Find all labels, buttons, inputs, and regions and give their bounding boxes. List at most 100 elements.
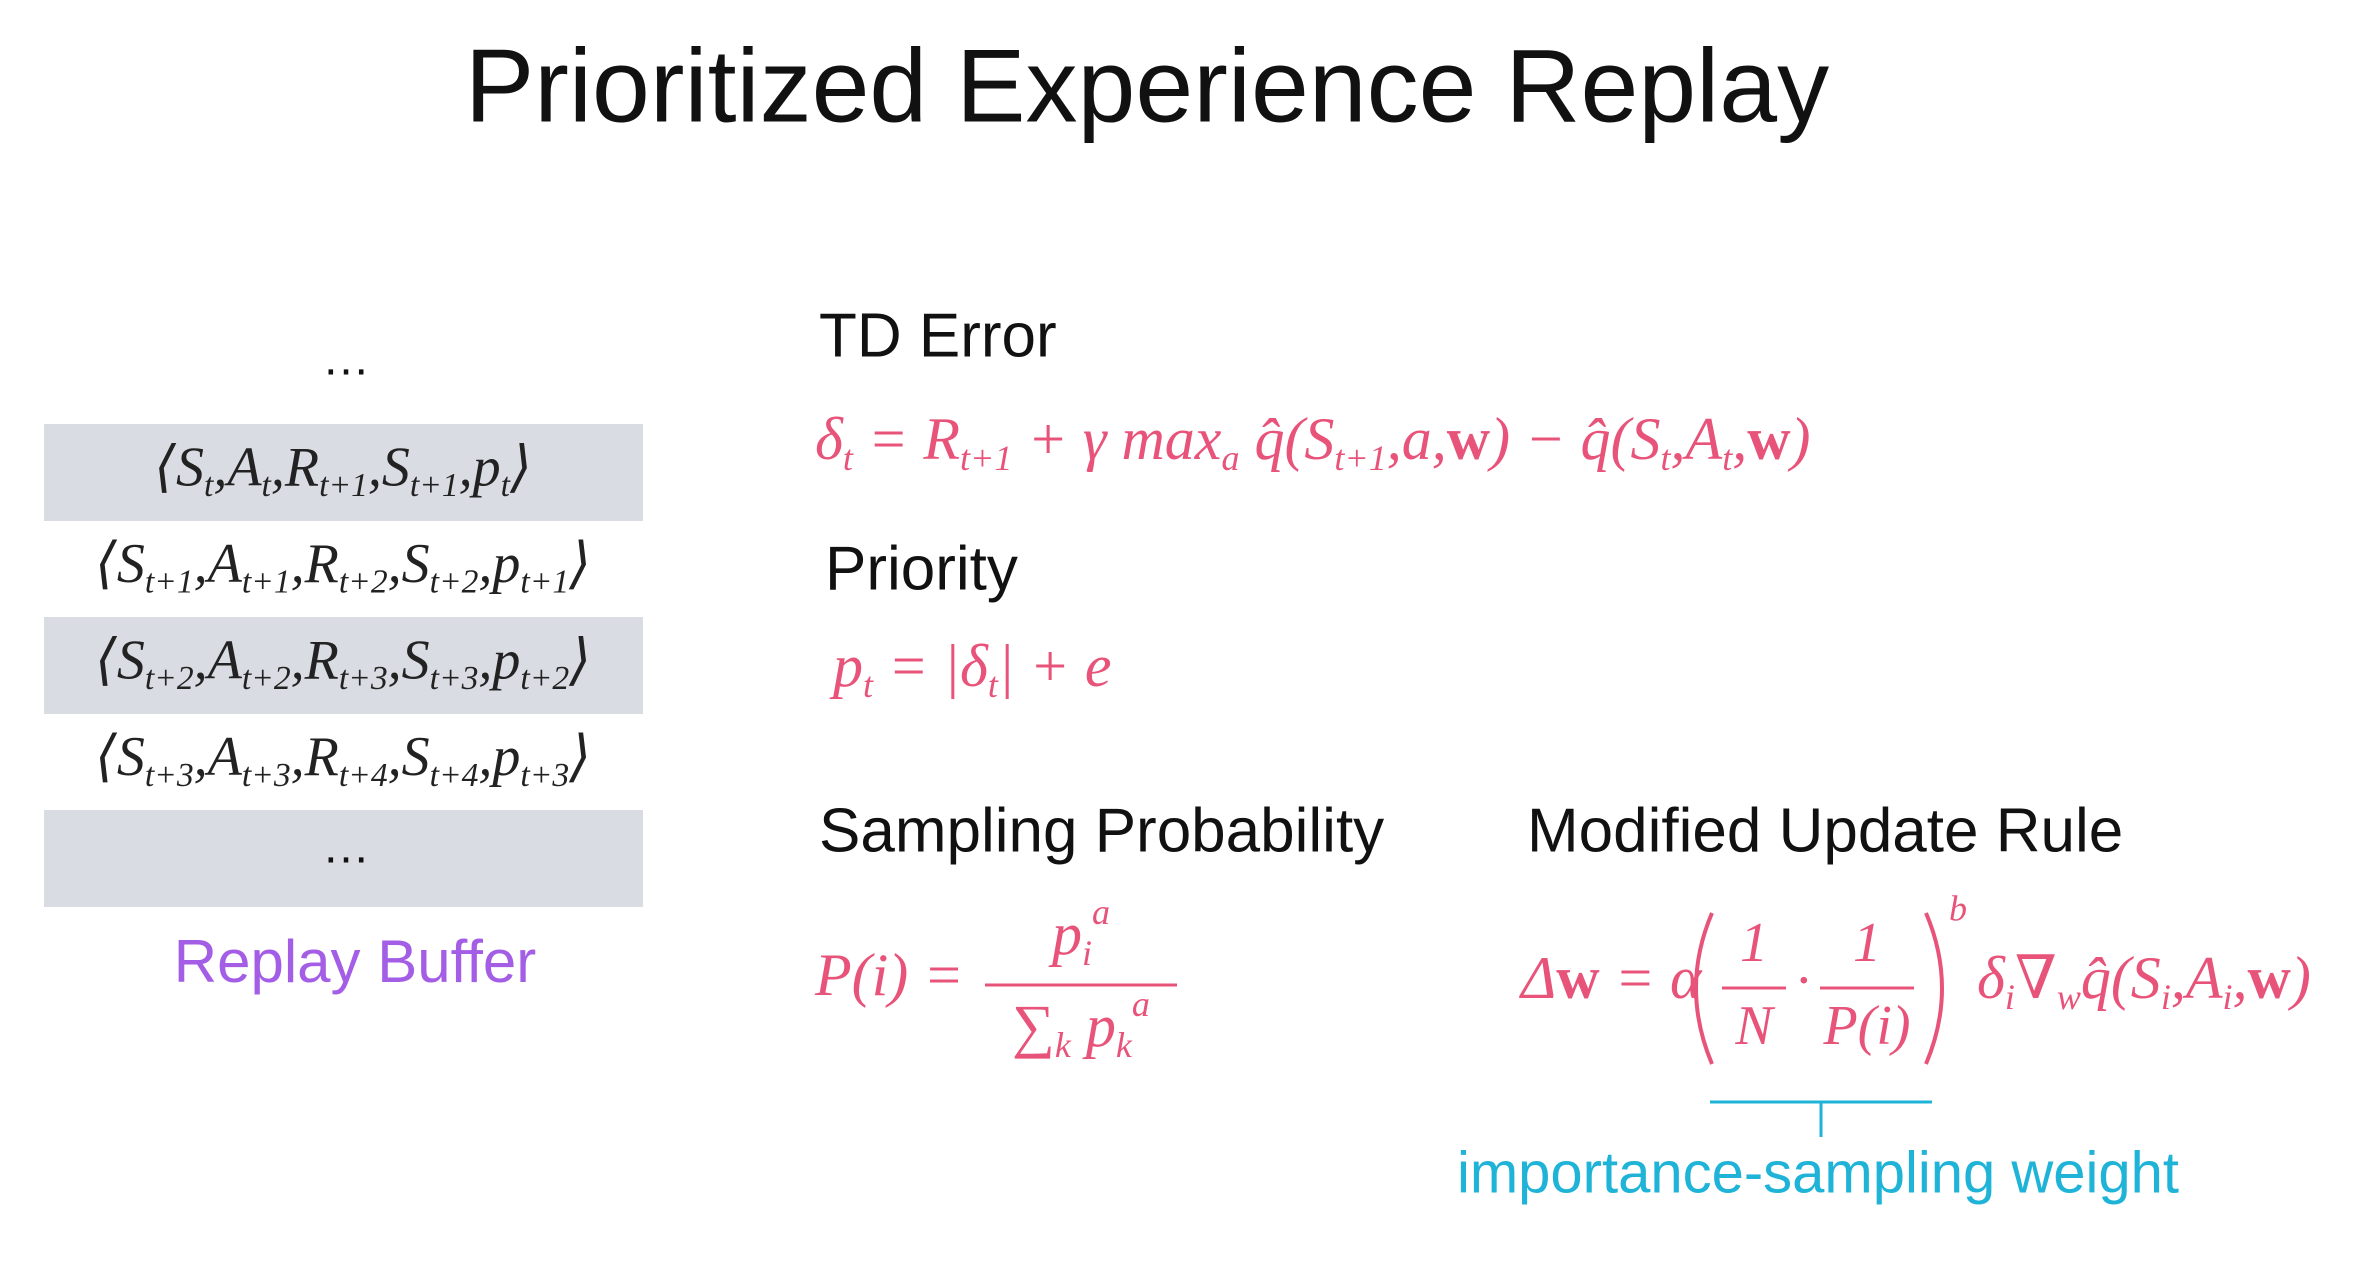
formula-subscript: t+4 — [339, 756, 388, 793]
formula-part: = |δ — [873, 633, 989, 699]
formula-part: 1 — [1853, 912, 1881, 974]
section-heading: Modified Update Rule — [1527, 796, 2123, 865]
formula-part: ,R — [291, 533, 339, 595]
formula-part: b — [1949, 888, 1967, 928]
formula-part: , — [1732, 406, 1747, 472]
formula-part: ,S — [388, 533, 430, 595]
formula-subscript: t+2 — [145, 660, 194, 697]
formula: ⟨St+2,At+2,Rt+3,St+3,pt+2⟩ — [95, 629, 591, 697]
formula-subscript: a — [1221, 438, 1239, 478]
formula-part: ,A — [194, 629, 243, 691]
formula-part: , — [2233, 945, 2248, 1011]
formula-part: ) — [1788, 406, 1811, 472]
formula-part: Δ — [1519, 945, 1556, 1011]
formula-subscript: i — [1082, 933, 1092, 973]
formula: δi∇wq̂(Si,Ai,w) — [1977, 945, 2311, 1017]
formula-part: P(i) = — [814, 942, 964, 1008]
formula-subscript: t+3 — [430, 660, 479, 697]
formula-part: p — [829, 633, 863, 699]
formula-subscript: t+1 — [1334, 438, 1386, 478]
annotation: importance-sampling weight — [1457, 1140, 2179, 1205]
formula-superscript: a — [1132, 984, 1150, 1024]
formula-subscript: t+3 — [242, 756, 291, 793]
formula-subscript: t+2 — [430, 563, 479, 600]
formula-part: · — [1796, 950, 1810, 1012]
formula-part: ⟩ — [568, 726, 591, 788]
formula-subscript: i — [2161, 977, 2171, 1017]
formula-subscript: t — [843, 438, 854, 478]
formula-part: ⟨S — [95, 726, 145, 788]
paren — [1694, 912, 1714, 1065]
formula: ⟨St+1,At+1,Rt+2,St+2,pt+1⟩ — [95, 533, 591, 601]
formula-subscript: t — [262, 467, 272, 504]
formula-part: ) − q̂(S — [1487, 406, 1660, 472]
formula-part: = R — [853, 406, 960, 472]
formula-subscript: t+2 — [339, 563, 388, 600]
formula-subscript: t+1 — [960, 438, 1012, 478]
buffer-dots: … — [322, 333, 370, 386]
formula: ⟨St+3,At+3,Rt+4,St+4,pt+3⟩ — [95, 726, 591, 794]
formula-subscript: t+1 — [145, 563, 194, 600]
formula-subscript: t — [1722, 438, 1733, 478]
formula-part: ,A — [194, 533, 243, 595]
formula-part: ,R — [291, 629, 339, 691]
formula-superscript: a — [1092, 892, 1110, 932]
formula-part: q̂(S — [1239, 406, 1334, 472]
buffer-dots: … — [322, 821, 370, 874]
formula: ∑k pka — [1012, 984, 1150, 1065]
formula-subscript: t — [863, 665, 874, 705]
formula-subscript: t+1 — [410, 467, 459, 504]
formula-part: 1 — [1740, 912, 1768, 974]
formula-subscript: t+1 — [319, 467, 368, 504]
formula-part: ,S — [388, 629, 430, 691]
formula-part: ,A — [1671, 406, 1723, 472]
formula-part: ,p — [459, 436, 501, 498]
formula-part: w — [1447, 406, 1491, 472]
formula-part: ,R — [271, 436, 319, 498]
formula: Δw = α — [1519, 945, 1703, 1011]
formula-part: ,p — [478, 533, 520, 595]
section-heading: TD Error — [819, 301, 1057, 370]
formula-part: = α — [1600, 945, 1703, 1011]
formula-part: w — [1747, 406, 1791, 472]
formula-subscript: k — [1055, 1025, 1072, 1065]
formula-part: δ — [815, 406, 844, 472]
formula-part: ,A — [194, 726, 243, 788]
buffer-row-bg — [44, 424, 643, 521]
formula-subscript: t+1 — [520, 563, 569, 600]
formula-part: | + e — [998, 633, 1112, 699]
buffer-row-bg — [44, 810, 643, 907]
formula-part: w — [2248, 945, 2292, 1011]
formula-part: ,R — [291, 726, 339, 788]
formula-part: ,A — [213, 436, 262, 498]
formula-part: ⟩ — [509, 436, 532, 498]
formula-part: P(i) — [1822, 995, 1910, 1057]
section-heading: Priority — [825, 534, 1018, 603]
formula-part: ,S — [388, 726, 430, 788]
formula-subscript: w — [2057, 977, 2081, 1017]
formula-subscript: t+3 — [520, 756, 569, 793]
section-heading: Sampling Probability — [819, 796, 1384, 865]
formula-part: ,p — [478, 629, 520, 691]
formula-subscript: t+2 — [242, 660, 291, 697]
formula-subscript: t+4 — [430, 756, 479, 793]
buffer-row-bg — [44, 617, 643, 714]
formula-part: p — [1071, 993, 1116, 1059]
formula-part: + γ max — [1012, 406, 1221, 472]
formula-subscript: t+3 — [145, 756, 194, 793]
buffer-label: Replay Buffer — [174, 928, 536, 995]
formula-subscript: t+3 — [339, 660, 388, 697]
formula-part: ,A — [2171, 945, 2223, 1011]
formula-part: ,S — [368, 436, 410, 498]
slide-title: Prioritized Experience Replay — [465, 28, 1829, 144]
formula-part: ) — [2288, 945, 2311, 1011]
formula-part: ∇ — [2015, 945, 2057, 1011]
formula-part: ,p — [478, 726, 520, 788]
formula: P(i) = — [814, 942, 964, 1008]
formula: pt = |δt| + e — [829, 633, 1112, 705]
formula: δt = Rt+1 + γ maxa q̂(St+1,a,w) − q̂(St,… — [815, 406, 1811, 478]
formula-part: w — [1556, 945, 1600, 1011]
formula-subscript: t — [988, 665, 999, 705]
formula-subscript: t+1 — [242, 563, 291, 600]
